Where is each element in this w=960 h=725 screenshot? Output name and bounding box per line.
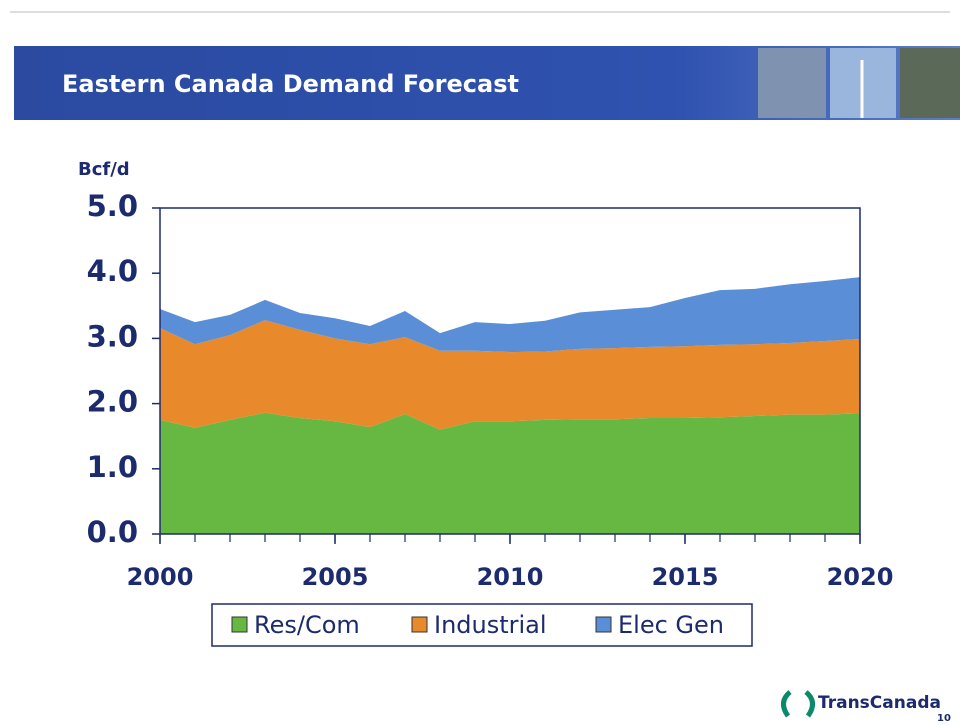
area bbox=[160, 412, 860, 534]
logo-mark bbox=[781, 690, 815, 718]
legend-swatch bbox=[231, 616, 248, 633]
x-tick-label: 2005 bbox=[302, 563, 369, 591]
x-tick-label: 2010 bbox=[477, 563, 544, 591]
area bbox=[160, 277, 860, 353]
y-tick-label: 5.0 bbox=[87, 189, 138, 223]
page-number: 10 bbox=[937, 713, 951, 724]
plot: 0.0 1.0 2.0 3.0 4.0 5.0 2000 2005 2010 2015 2020 bbox=[87, 189, 894, 591]
area bbox=[160, 320, 860, 430]
legend-label: Res/Com bbox=[254, 611, 360, 639]
y-tick-label: 1.0 bbox=[87, 450, 138, 484]
legend-swatch bbox=[595, 616, 612, 633]
x-tick-label: 2015 bbox=[652, 563, 719, 591]
y-tick-label: 0.0 bbox=[87, 515, 138, 549]
x-tick-label: 2020 bbox=[827, 563, 894, 591]
legend: Res/Com Industrial Elec Gen bbox=[231, 611, 724, 639]
slide-title: Eastern Canada Demand Forecast bbox=[62, 70, 519, 98]
y-tick-label: 4.0 bbox=[87, 254, 138, 288]
y-tick-label: 3.0 bbox=[87, 319, 138, 353]
x-tick-label: 2000 bbox=[127, 563, 194, 591]
y-tick-label: 2.0 bbox=[87, 385, 138, 419]
legend-label: Elec Gen bbox=[618, 611, 724, 639]
header-photo bbox=[900, 48, 960, 118]
legend-swatch bbox=[411, 616, 428, 633]
legend-label: Industrial bbox=[434, 611, 547, 639]
y-axis-unit: Bcf/d bbox=[78, 159, 130, 180]
legend-box bbox=[211, 603, 753, 647]
header-photo bbox=[758, 48, 826, 118]
logo-text: TransCanada bbox=[818, 693, 941, 713]
